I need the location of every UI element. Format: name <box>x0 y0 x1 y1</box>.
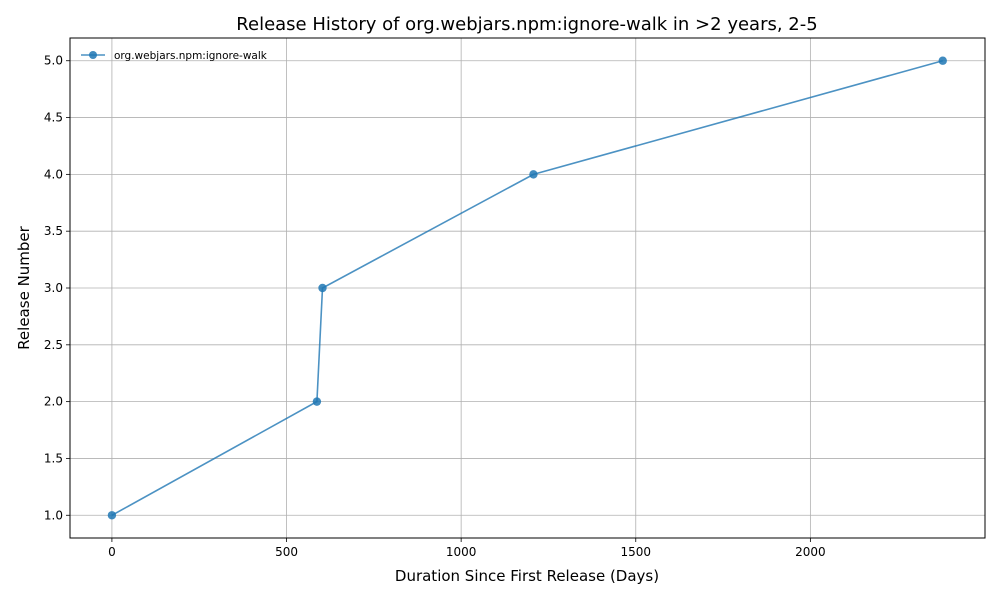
legend: org.webjars.npm:ignore-walk <box>81 50 268 62</box>
grid-lines <box>70 38 985 538</box>
y-tick-label: 2.5 <box>44 338 63 352</box>
chart-title: Release History of org.webjars.npm:ignor… <box>236 14 817 35</box>
y-tick-label: 4.0 <box>44 167 63 181</box>
y-tick-label: 1.5 <box>44 451 63 465</box>
y-axis-title: Release Number <box>15 225 33 349</box>
y-tick-label: 4.5 <box>44 111 63 125</box>
data-point <box>312 397 322 406</box>
y-tick-label: 1.0 <box>44 508 63 522</box>
y-tick-label: 5.0 <box>44 54 63 68</box>
y-tick-label: 3.0 <box>44 281 63 295</box>
x-tick-label: 500 <box>275 545 298 559</box>
data-point <box>318 283 327 293</box>
series-layer <box>107 56 947 520</box>
y-axis-ticks: 1.0 1.5 2.0 2.5 3.0 3.5 4.0 4.5 5.0 <box>44 54 70 522</box>
x-axis-ticks: 0 500 1000 1500 2000 <box>108 538 826 559</box>
x-tick-label: 1000 <box>446 545 477 559</box>
y-tick-label: 2.0 <box>44 395 63 409</box>
x-tick-label: 2000 <box>795 545 826 559</box>
legend-point-marker <box>89 51 97 59</box>
x-axis-title: Duration Since First Release (Days) <box>395 567 659 585</box>
y-tick-label: 3.5 <box>44 224 63 238</box>
legend-label: org.webjars.npm:ignore-walk <box>114 50 268 62</box>
data-point <box>107 511 117 520</box>
x-tick-label: 1500 <box>620 545 651 559</box>
data-point <box>529 170 538 179</box>
x-tick-label: 0 <box>108 545 116 559</box>
data-point <box>938 56 947 65</box>
